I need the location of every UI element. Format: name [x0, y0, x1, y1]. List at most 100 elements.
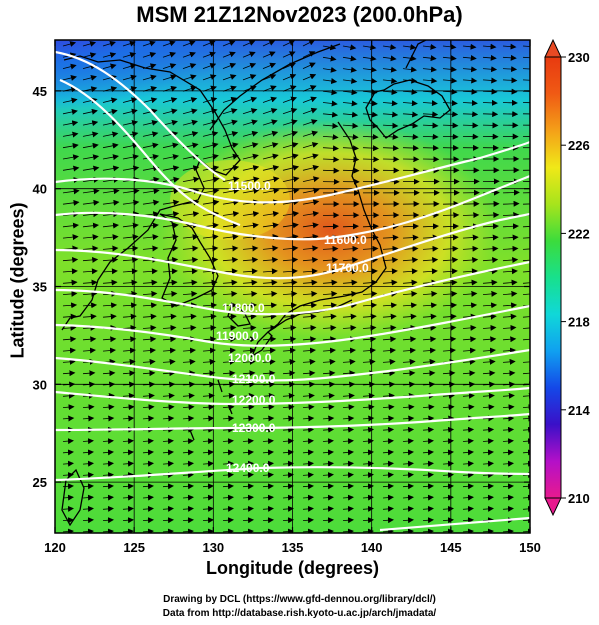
wind-arrow	[302, 426, 315, 433]
wind-arrow	[402, 517, 414, 524]
wind-arrow	[102, 63, 117, 70]
wind-arrow	[282, 517, 294, 524]
wind-arrow	[182, 165, 200, 172]
coastline	[61, 40, 451, 527]
wind-arrow	[82, 131, 99, 138]
wind-arrow	[302, 460, 314, 467]
wind-arrow	[342, 134, 359, 140]
wind-arrow	[242, 96, 258, 103]
wind-arrow	[442, 324, 457, 331]
wind-arrow	[382, 279, 398, 286]
wind-arrow	[282, 62, 296, 69]
wind-arrow	[442, 505, 454, 512]
wind-arrow	[82, 449, 94, 456]
contour-line	[55, 260, 530, 316]
wind-arrow	[242, 336, 257, 343]
wind-arrow	[322, 256, 339, 263]
wind-arrow	[122, 415, 135, 422]
wind-arrow	[322, 404, 335, 411]
wind-arrow	[162, 290, 178, 297]
wind-arrow	[222, 438, 234, 445]
wind-arrow	[402, 460, 414, 467]
wind-arrow	[142, 40, 156, 47]
wind-arrow	[102, 120, 119, 127]
wind-arrow	[382, 245, 399, 252]
wind-arrow	[482, 528, 494, 533]
wind-vectors	[62, 40, 530, 533]
wind-arrow	[362, 392, 375, 399]
wind-arrow	[322, 302, 338, 309]
wind-arrow	[262, 449, 274, 456]
wind-arrow	[422, 77, 438, 84]
wind-arrow	[422, 438, 434, 445]
wind-arrow	[142, 279, 158, 286]
wind-arrow	[342, 460, 354, 467]
wind-arrow	[322, 505, 334, 512]
wind-arrow	[442, 415, 455, 422]
wind-arrow	[182, 404, 195, 411]
wind-arrow	[422, 66, 437, 73]
wind-arrow	[202, 415, 215, 422]
wind-arrow	[402, 505, 414, 512]
wind-arrow	[322, 313, 337, 320]
wind-arrow	[102, 74, 117, 81]
wind-arrow	[102, 370, 116, 377]
wind-arrow	[402, 133, 419, 140]
wind-arrow	[102, 415, 115, 422]
wind-arrow	[82, 415, 95, 422]
wind-arrow	[442, 302, 458, 309]
wind-arrow	[422, 302, 438, 309]
wind-arrow	[62, 75, 77, 81]
wind-arrow	[82, 279, 98, 286]
wind-arrow	[462, 279, 478, 286]
wind-arrow	[482, 347, 496, 354]
wind-arrow	[362, 55, 377, 62]
wind-arrow	[402, 336, 417, 343]
wind-arrow	[462, 66, 478, 73]
wind-arrow	[302, 233, 319, 240]
wind-arrow	[482, 234, 499, 241]
wind-arrow	[322, 358, 336, 365]
wind-arrow	[402, 268, 418, 275]
wind-arrow	[102, 131, 119, 138]
wind-arrow	[182, 528, 194, 533]
wind-arrow	[402, 426, 415, 433]
wind-arrow	[302, 153, 319, 160]
wind-arrow	[122, 370, 136, 377]
wind-arrow	[482, 392, 495, 399]
wind-arrow	[302, 404, 315, 411]
wind-arrow	[202, 472, 214, 478]
wind-arrow	[82, 505, 94, 512]
wind-arrow	[262, 85, 277, 92]
wind-arrow	[402, 358, 416, 365]
wind-arrow	[262, 347, 276, 354]
wind-arrow	[442, 234, 459, 241]
wind-arrow	[482, 223, 499, 230]
wind-arrow	[482, 88, 498, 95]
wind-arrow	[182, 256, 199, 263]
wind-arrow	[242, 313, 257, 320]
wind-arrow	[502, 54, 517, 61]
wind-arrow	[102, 313, 117, 320]
wind-arrow	[182, 40, 196, 47]
wind-arrow	[482, 358, 496, 365]
wind-arrow	[122, 449, 134, 456]
wind-arrow	[262, 404, 275, 411]
wind-arrow	[102, 347, 116, 354]
wind-arrow	[202, 188, 220, 194]
wind-arrow	[122, 222, 139, 229]
wind-arrow	[362, 358, 376, 365]
wind-arrow	[242, 404, 255, 411]
wind-arrow	[442, 483, 454, 490]
wind-arrow	[362, 44, 377, 51]
wind-arrow	[402, 111, 419, 118]
wind-arrow	[162, 358, 176, 365]
wind-arrow	[122, 40, 136, 47]
wind-arrow	[422, 336, 437, 343]
wind-arrow	[62, 358, 76, 365]
wind-arrow	[342, 347, 356, 354]
wind-arrow	[62, 234, 79, 241]
wind-arrow	[522, 528, 530, 533]
wind-arrow	[502, 99, 518, 106]
wind-arrow	[182, 449, 194, 456]
